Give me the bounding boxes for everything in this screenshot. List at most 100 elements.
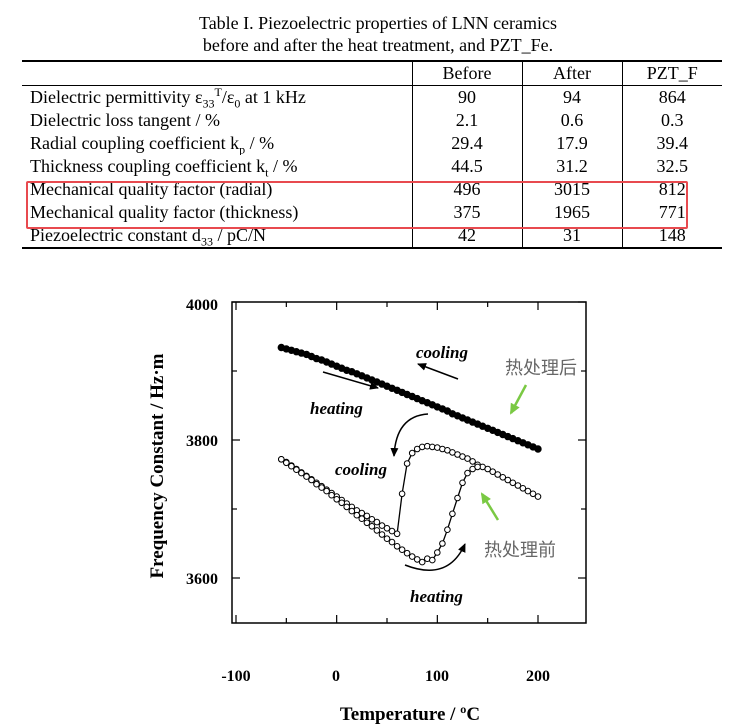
x-axis-label: Temperature / ºC	[340, 704, 480, 725]
series-1-point	[388, 527, 396, 535]
series-1-point	[368, 516, 376, 523]
cell-before: 2.1	[411, 109, 522, 132]
caption-line-2: before and after the heat treatment, and…	[202, 35, 554, 55]
series-1-point	[514, 482, 522, 489]
annotation-before-label: 热处理前	[484, 540, 556, 561]
series-1-point	[509, 479, 517, 487]
x-tick-100: 100	[425, 668, 449, 685]
header-pzt: PZT_F	[621, 61, 722, 86]
series-2-point	[278, 456, 285, 463]
series-0-point	[534, 445, 542, 453]
cooling-arrow-top	[417, 363, 459, 380]
series-2-point	[288, 462, 295, 470]
series-1-point	[398, 490, 406, 498]
y-axis-label: Frequency Constant / Hz·m	[147, 353, 168, 578]
row-label: Dielectric loss tangent / %	[30, 110, 220, 130]
row-label: Radial coupling coefficient kp / %	[30, 133, 275, 155]
chart-svg: 4000 3800 3600 -100 0 100 200 Temperatur…	[147, 297, 587, 725]
cell-before: 375	[411, 201, 522, 224]
cooling-arrow-curve	[390, 413, 429, 457]
series-2-point	[439, 540, 446, 547]
annotation-cooling-top: cooling	[416, 343, 468, 362]
after-green-arrow	[509, 384, 528, 415]
row-label: Piezoelectric constant d33 / pC/N	[30, 225, 266, 248]
cell-pzt: 0.3	[621, 109, 722, 132]
cell-pzt: 32.5	[621, 155, 722, 178]
series-2-point	[393, 543, 401, 550]
series-1-point	[393, 530, 401, 538]
y-tick-4000: 4000	[186, 297, 218, 314]
table-row: Radial coupling coefficient kp / % 29.4 …	[22, 132, 722, 155]
series-1-point	[373, 518, 381, 526]
series-2-point	[303, 473, 310, 480]
header-after: After	[521, 61, 622, 86]
series-2-point	[308, 476, 315, 484]
header-label	[22, 61, 412, 86]
caption-line-1: Table I. Piezoelectric properties of LNN…	[198, 13, 558, 33]
before-green-arrow	[480, 492, 500, 521]
series-2-point	[418, 558, 426, 566]
series-2-point	[343, 503, 351, 511]
series-2-point	[293, 466, 300, 473]
series-2-point	[408, 553, 416, 560]
cell-pzt: 771	[621, 201, 722, 224]
table-row: Dielectric permittivity ε33T/ε0 at 1 kHz…	[22, 85, 722, 109]
annotation-cooling-mid: cooling	[335, 460, 387, 479]
table-header-row: Before After PZT_F	[22, 61, 722, 86]
series-1-point	[489, 468, 497, 475]
series-1-point	[363, 512, 371, 520]
series-2-point	[474, 463, 481, 471]
cell-before: 90	[411, 85, 522, 109]
cell-after: 31	[521, 224, 622, 248]
cell-pzt: 812	[621, 178, 722, 201]
series-1-point	[408, 449, 416, 457]
series-1-point	[469, 458, 476, 465]
series-1-point	[464, 455, 471, 462]
cell-before: 29.4	[411, 132, 522, 155]
series-2-point	[323, 487, 330, 495]
row-label: Mechanical quality factor (radial)	[30, 179, 273, 199]
properties-table: Before After PZT_F Dielectric permittivi…	[22, 60, 722, 249]
series-2-point	[434, 549, 441, 556]
series-2-point	[328, 491, 335, 499]
cell-after: 94	[521, 85, 622, 109]
series-2-point	[444, 526, 451, 533]
series-2-point	[449, 510, 456, 518]
series-2-point	[403, 549, 411, 557]
series-2-point	[383, 535, 391, 543]
table-caption: Table I. Piezoelectric properties of LNN…	[0, 12, 756, 56]
series-2-point	[318, 484, 325, 491]
table-row: Mechanical quality factor (radial) 496 3…	[22, 178, 722, 201]
cell-pzt: 864	[621, 85, 722, 109]
frequency-chart: 4000 3800 3600 -100 0 100 200 Temperatur…	[0, 280, 756, 726]
series-2-point	[283, 459, 290, 467]
header-before: Before	[411, 61, 522, 86]
cell-after: 1965	[521, 201, 622, 224]
cell-before: 44.5	[411, 155, 522, 178]
table-row: Piezoelectric constant d33 / pC/N 42 31 …	[22, 224, 722, 248]
series-2-point	[298, 469, 305, 477]
series-2-point	[429, 556, 436, 564]
series-2-point	[459, 479, 466, 487]
y-tick-3600: 3600	[186, 571, 218, 588]
cell-before: 42	[411, 224, 522, 248]
properties-table-wrap: Before After PZT_F Dielectric permittivi…	[22, 60, 722, 249]
series-1-point	[534, 493, 542, 500]
series-1-point	[524, 487, 532, 495]
row-label: Dielectric permittivity ε33T/ε0 at 1 kHz	[30, 85, 306, 109]
series-2-point	[368, 523, 376, 530]
x-tick-200: 200	[526, 668, 550, 685]
series-2-point	[373, 527, 381, 534]
series-1-point	[403, 460, 411, 467]
x-tick-minus100: -100	[221, 668, 250, 685]
axis-ticks	[232, 301, 586, 623]
series-1-point	[529, 490, 537, 498]
series-1-point	[484, 465, 492, 473]
x-tick-0: 0	[332, 668, 340, 685]
table-row: Dielectric loss tangent / % 2.1 0.6 0.3	[22, 109, 722, 132]
annotation-heating-bottom: heating	[410, 587, 463, 606]
series-2-point	[333, 496, 341, 503]
series-1-point	[499, 474, 507, 481]
table-row: Thickness coupling coefficient kt / % 44…	[22, 155, 722, 178]
plot-frame	[231, 301, 587, 624]
